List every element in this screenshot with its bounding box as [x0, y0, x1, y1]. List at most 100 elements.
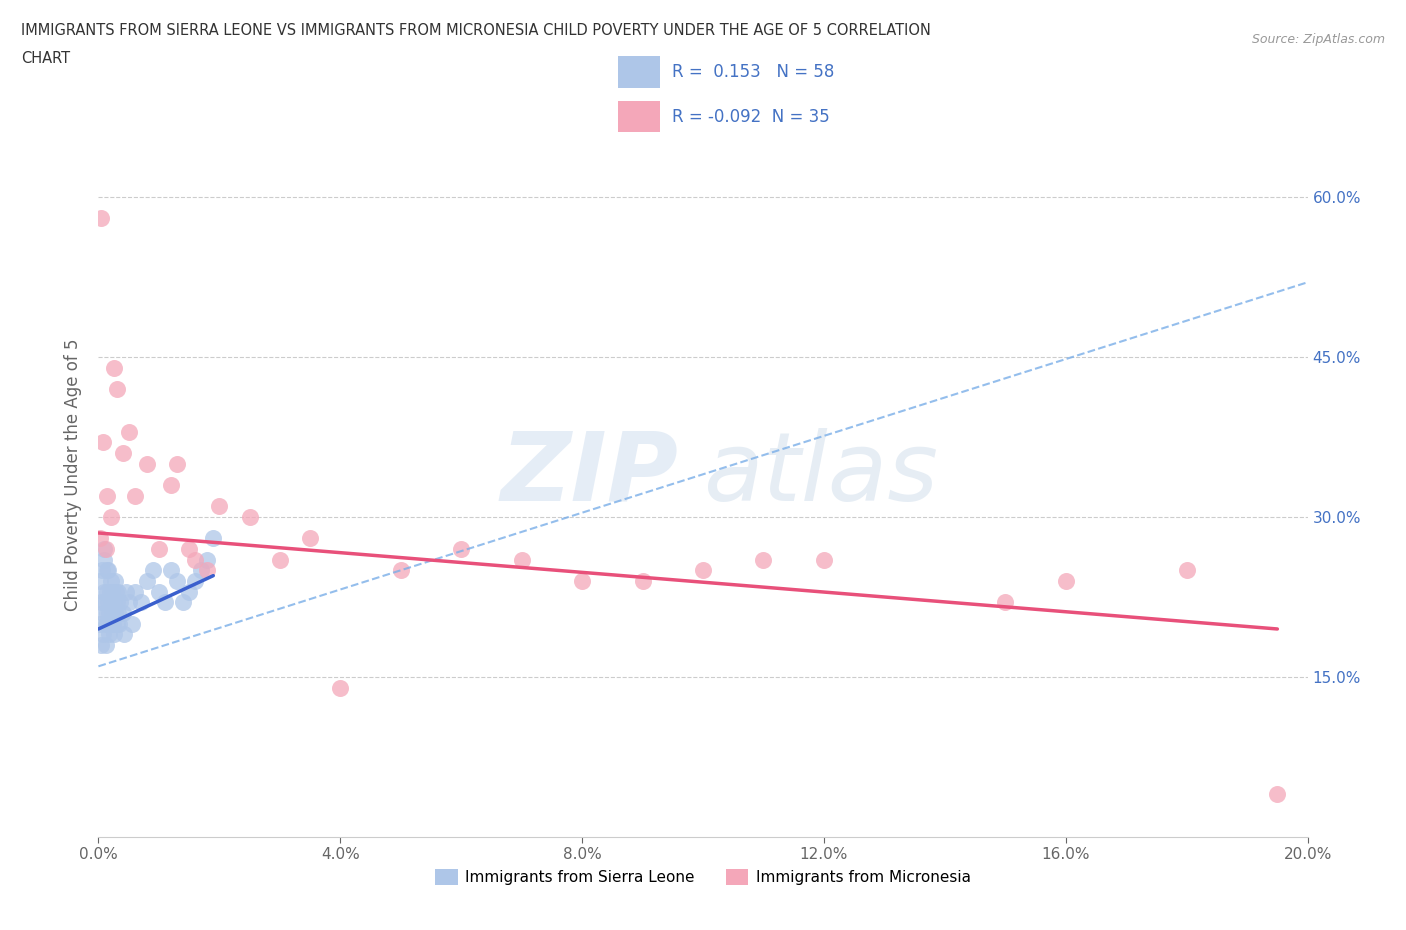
Point	[160, 563, 183, 578]
Point	[93, 541, 115, 556]
Point	[100, 595, 122, 610]
Point	[118, 424, 141, 439]
Point	[239, 510, 262, 525]
Text: ZIP: ZIP	[501, 428, 679, 521]
Point	[98, 605, 121, 620]
Point	[118, 595, 141, 610]
Point	[692, 563, 714, 578]
Point	[91, 563, 114, 578]
Point	[100, 617, 122, 631]
Text: atlas: atlas	[703, 428, 938, 521]
Point	[94, 595, 117, 610]
Point	[105, 381, 128, 396]
Point	[103, 627, 125, 642]
Point	[96, 488, 118, 503]
Point	[91, 605, 114, 620]
Point	[184, 574, 207, 589]
Point	[153, 595, 176, 610]
Point	[97, 595, 120, 610]
Point	[994, 595, 1017, 610]
Bar	[617, 101, 659, 132]
Point	[571, 574, 593, 589]
Text: R =  0.153   N = 58: R = 0.153 N = 58	[672, 63, 835, 81]
Point	[172, 595, 194, 610]
Point	[98, 584, 121, 599]
Point	[96, 584, 118, 599]
Point	[208, 498, 231, 513]
Point	[148, 541, 170, 556]
Point	[184, 552, 207, 567]
Point	[97, 563, 120, 578]
Point	[121, 617, 143, 631]
Point	[389, 563, 412, 578]
Point	[111, 605, 134, 620]
Point	[813, 552, 835, 567]
Point	[299, 531, 322, 546]
Point	[202, 531, 225, 546]
Point	[124, 584, 146, 599]
Point	[91, 435, 114, 450]
Text: R = -0.092  N = 35: R = -0.092 N = 35	[672, 108, 830, 126]
Point	[94, 541, 117, 556]
Point	[96, 638, 118, 653]
Point	[135, 574, 157, 589]
Point	[93, 552, 115, 567]
Point	[90, 211, 112, 226]
Point	[93, 584, 115, 599]
Text: Source: ZipAtlas.com: Source: ZipAtlas.com	[1251, 33, 1385, 46]
Point	[105, 595, 128, 610]
Point	[450, 541, 472, 556]
Text: IMMIGRANTS FROM SIERRA LEONE VS IMMIGRANTS FROM MICRONESIA CHILD POVERTY UNDER T: IMMIGRANTS FROM SIERRA LEONE VS IMMIGRAN…	[21, 23, 931, 38]
Point	[1175, 563, 1198, 578]
Point	[179, 541, 201, 556]
Point	[104, 605, 127, 620]
Point	[101, 584, 124, 599]
Point	[142, 563, 165, 578]
Bar	[617, 56, 659, 87]
Point	[195, 563, 218, 578]
Point	[90, 595, 112, 610]
Point	[104, 584, 127, 599]
Point	[114, 584, 136, 599]
Point	[90, 638, 112, 653]
Point	[96, 563, 118, 578]
Point	[100, 574, 122, 589]
Point	[103, 595, 125, 610]
Point	[160, 477, 183, 492]
Point	[100, 605, 122, 620]
Y-axis label: Child Poverty Under the Age of 5: Child Poverty Under the Age of 5	[65, 338, 83, 611]
Point	[108, 595, 131, 610]
Point	[190, 563, 212, 578]
Point	[1054, 574, 1077, 589]
Point	[112, 627, 135, 642]
Point	[329, 680, 352, 695]
Point	[166, 574, 188, 589]
Point	[148, 584, 170, 599]
Point	[89, 617, 111, 631]
Text: CHART: CHART	[21, 51, 70, 66]
Point	[97, 627, 120, 642]
Point	[107, 584, 129, 599]
Point	[108, 617, 131, 631]
Point	[179, 584, 201, 599]
Point	[631, 574, 654, 589]
Point	[105, 617, 128, 631]
Point	[96, 605, 118, 620]
Point	[166, 457, 188, 472]
Point	[107, 605, 129, 620]
Point	[195, 552, 218, 567]
Point	[91, 627, 114, 642]
Point	[1267, 787, 1289, 802]
Point	[269, 552, 291, 567]
Point	[94, 617, 117, 631]
Point	[100, 510, 122, 525]
Point	[752, 552, 775, 567]
Point	[135, 457, 157, 472]
Point	[101, 617, 124, 631]
Point	[89, 531, 111, 546]
Point	[89, 574, 111, 589]
Point	[129, 595, 152, 610]
Legend: Immigrants from Sierra Leone, Immigrants from Micronesia: Immigrants from Sierra Leone, Immigrants…	[429, 863, 977, 891]
Point	[124, 488, 146, 503]
Point	[103, 360, 125, 375]
